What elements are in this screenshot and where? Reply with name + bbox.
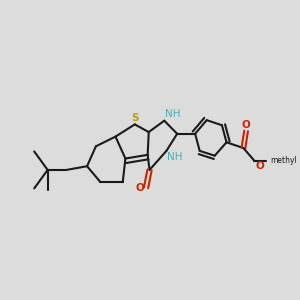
Text: O: O xyxy=(256,160,264,171)
Text: O: O xyxy=(242,120,250,130)
Text: O: O xyxy=(136,183,145,193)
Text: methyl: methyl xyxy=(271,156,297,165)
Text: S: S xyxy=(131,113,139,123)
Text: NH: NH xyxy=(167,152,183,162)
Text: NH: NH xyxy=(165,110,181,119)
